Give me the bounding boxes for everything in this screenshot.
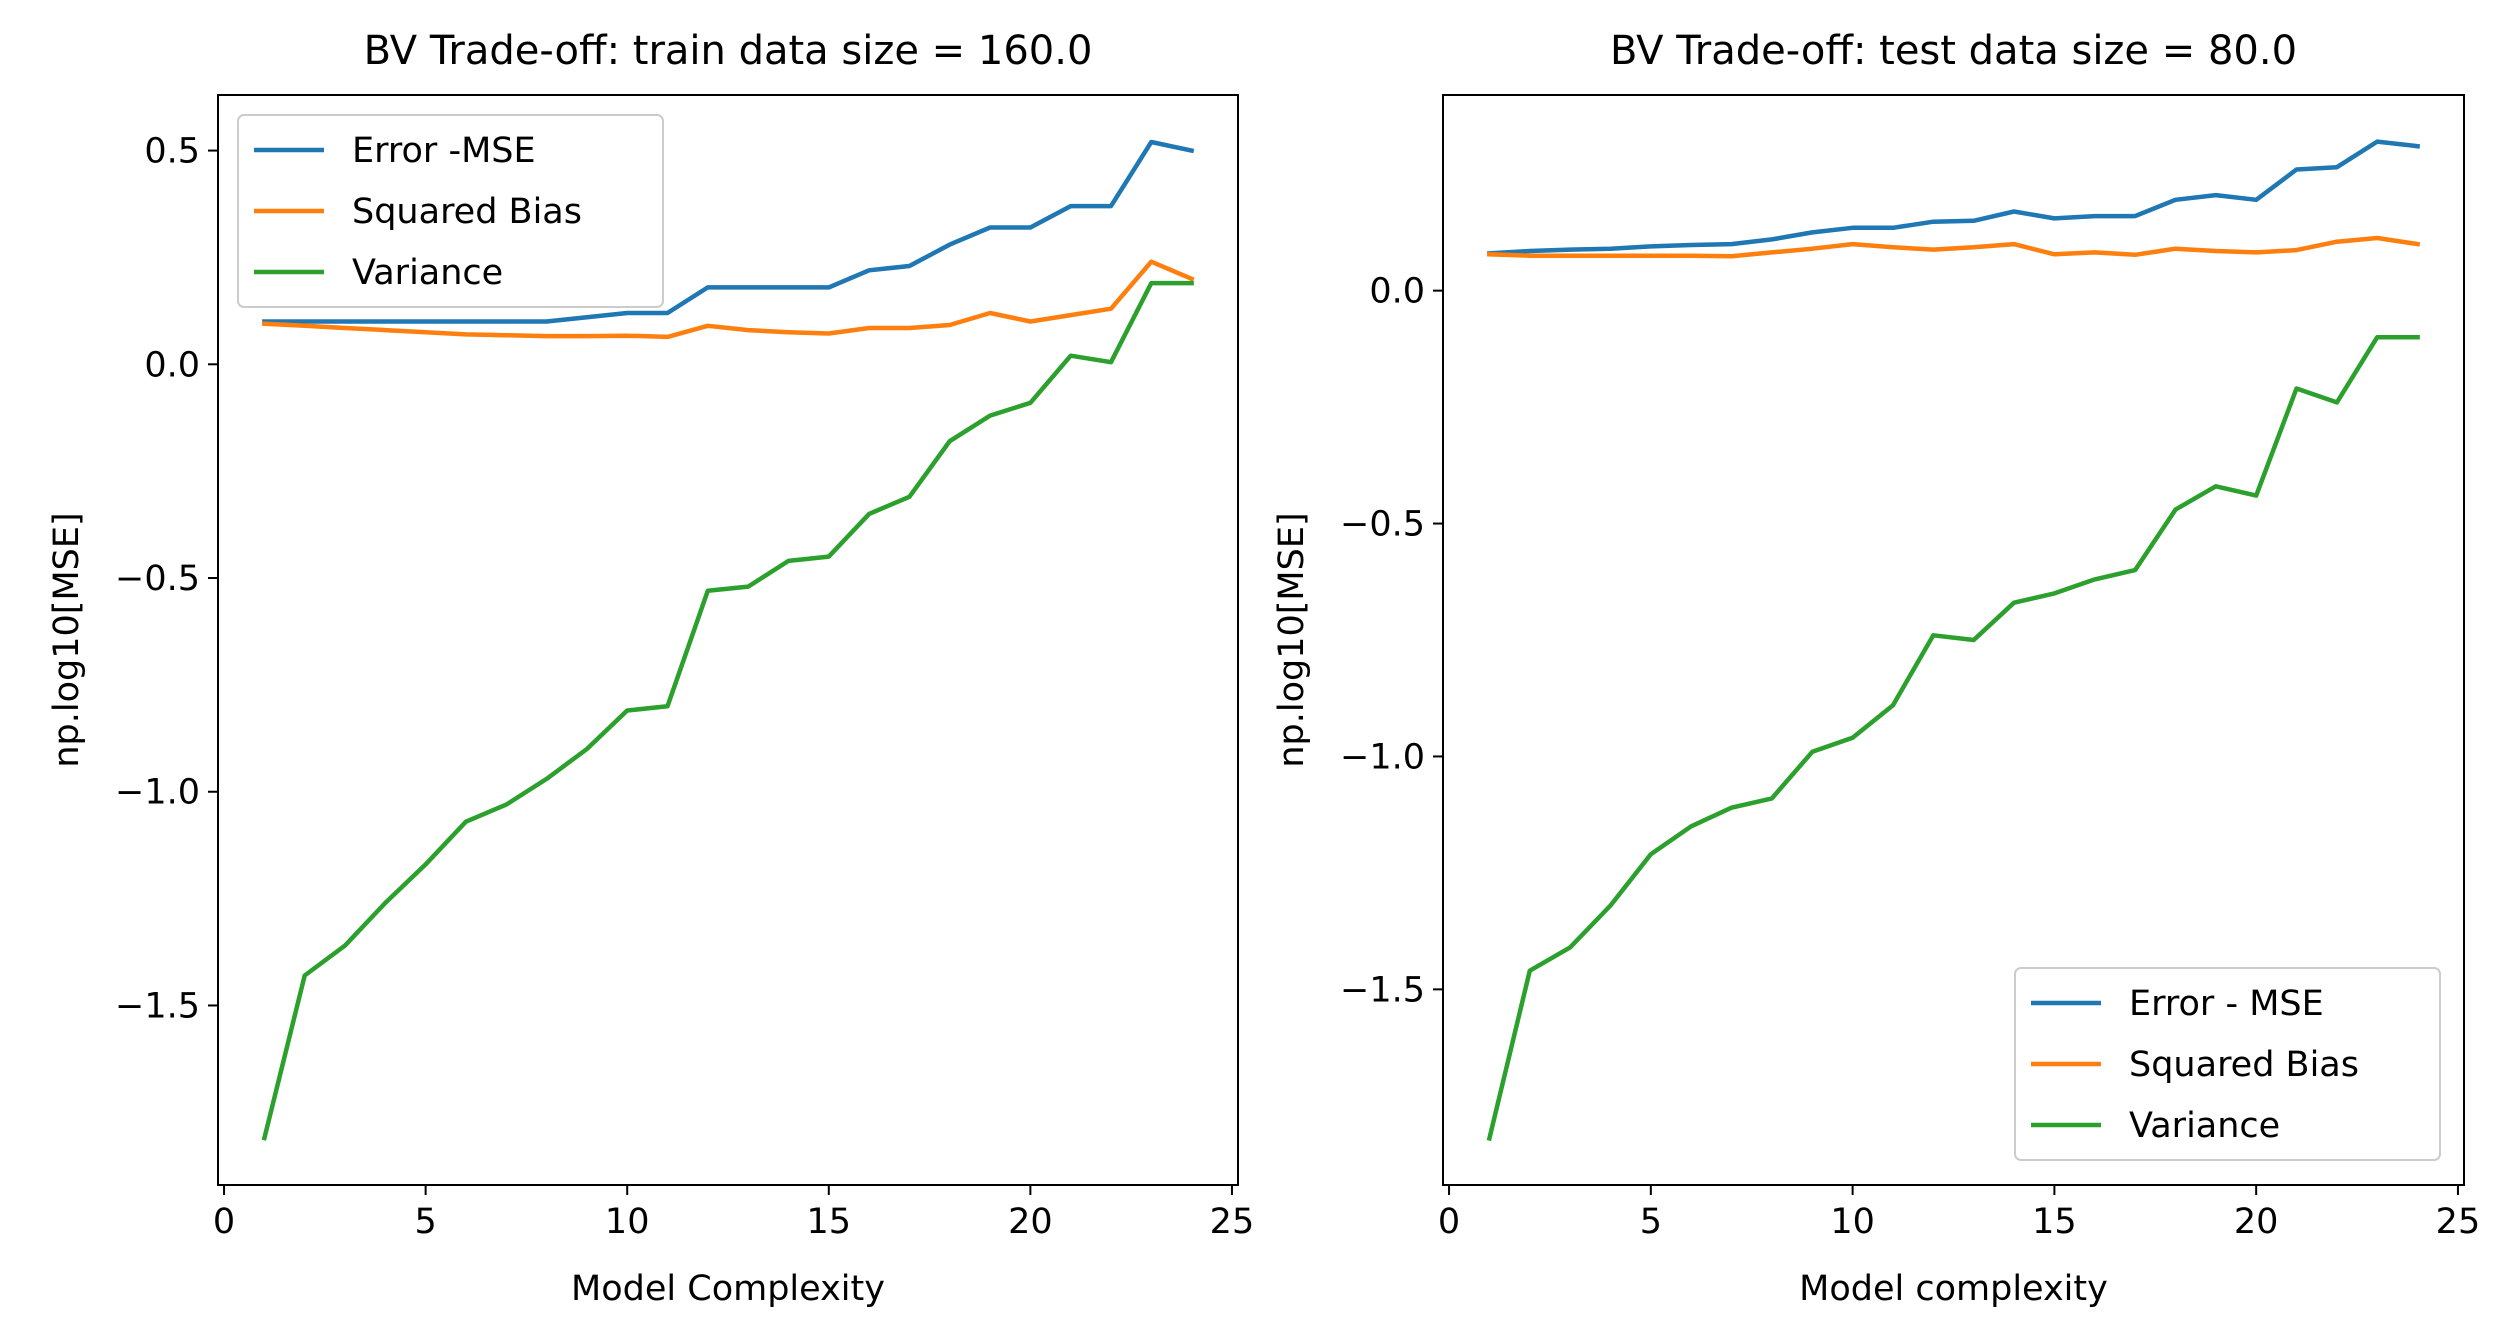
plot-frame	[1442, 94, 2465, 1186]
legend-label: Squared Bias	[352, 192, 582, 232]
y-tick-label: 0.5	[144, 132, 200, 172]
legend-label: Error - MSE	[2129, 984, 2324, 1024]
series-line-error-mse	[1487, 139, 2421, 256]
series-line-variance	[261, 280, 1194, 1141]
x-tick-label: 0	[213, 1202, 235, 1242]
legend-label: Variance	[2129, 1106, 2280, 1146]
train-chart-title: BV Trade-off: train data size = 160.0	[364, 28, 1093, 74]
y-tick-label: −1.0	[1340, 737, 1425, 777]
y-tick-label: −0.5	[1340, 505, 1425, 545]
series-line-variance	[1486, 334, 2420, 1142]
series-line-squared-bias	[1487, 235, 2421, 259]
y-axis-label: np.log10[MSE]	[47, 512, 87, 767]
test-chart-panel: 0 5 10 15 20 25 0.0 −0.5 −1.0 −1.5 BV Trade-off: t…	[1272, 28, 2480, 1309]
x-axis-label: Model Complexity	[571, 1269, 885, 1309]
plot-frame	[217, 94, 1239, 1186]
y-axis-label: np.log10[MSE]	[1272, 512, 1312, 767]
legend-label: Error -MSE	[352, 131, 536, 171]
y-tick-label: 0.0	[1369, 272, 1425, 312]
y-tick-label: −0.5	[115, 559, 200, 599]
y-tick-label: 0.0	[144, 345, 200, 385]
legend: Error - MSE Squared Bias Variance	[2014, 967, 2441, 1161]
legend-label: Variance	[352, 253, 503, 293]
series-line-error-mse	[262, 139, 1195, 324]
legend-box	[237, 114, 664, 308]
x-tick-label: 20	[2234, 1202, 2279, 1242]
test-chart-title: BV Trade-off: test data size = 80.0	[1610, 28, 2297, 74]
series-line-squared-bias	[262, 259, 1195, 340]
y-tick-label: −1.0	[115, 773, 200, 813]
y-tick-label: −1.5	[1340, 970, 1425, 1010]
x-tick-label: 15	[2032, 1202, 2077, 1242]
train-chart-panel: 0 5 10 15 20 25 0.5 0.0 −0.5 −1.0 −1.5 BV Trade-off…	[47, 28, 1254, 1309]
x-tick-label: 5	[414, 1202, 436, 1242]
legend: Error -MSE Squared Bias Variance	[237, 114, 664, 308]
x-tick-label: 20	[1008, 1202, 1053, 1242]
y-tick-label: −1.5	[115, 986, 200, 1026]
x-tick-label: 10	[1830, 1202, 1875, 1242]
x-tick-label: 0	[1438, 1202, 1460, 1242]
legend-label: Squared Bias	[2129, 1045, 2359, 1085]
x-tick-label: 15	[807, 1202, 852, 1242]
x-tick-label: 10	[605, 1202, 650, 1242]
x-tick-label: 5	[1640, 1202, 1662, 1242]
legend-box	[2014, 967, 2441, 1161]
x-tick-label: 25	[2436, 1202, 2481, 1242]
x-axis-label: Model complexity	[1799, 1269, 2108, 1309]
x-tick-label: 25	[1210, 1202, 1255, 1242]
